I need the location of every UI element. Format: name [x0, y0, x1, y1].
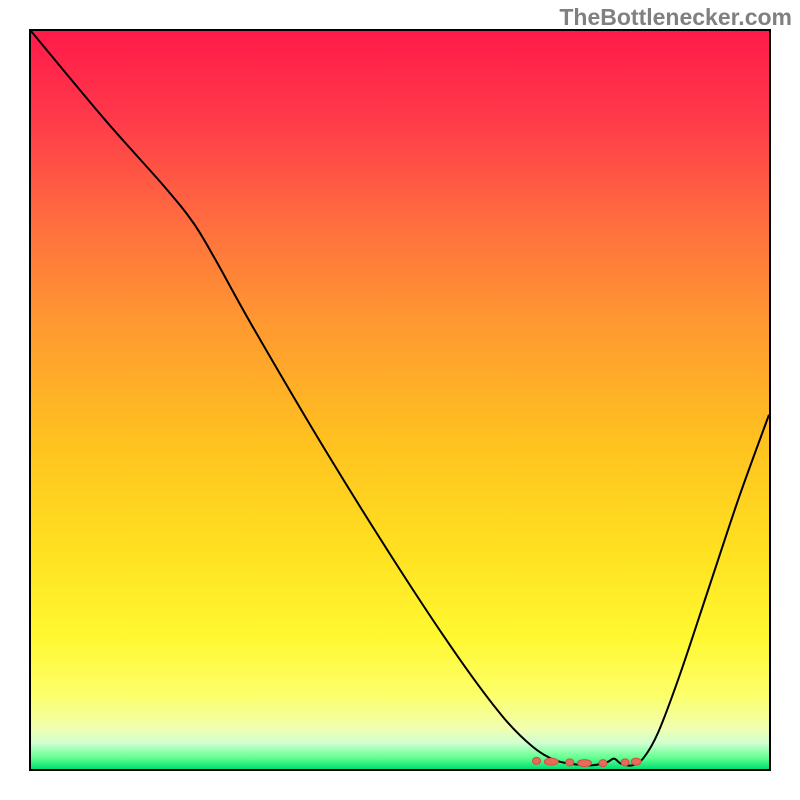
optimal-marker	[631, 758, 641, 765]
chart-container	[29, 29, 771, 771]
optimal-marker	[533, 757, 541, 764]
watermark-text: TheBottlenecker.com	[559, 4, 792, 31]
bottleneck-chart	[29, 29, 771, 771]
optimal-marker	[599, 760, 607, 767]
optimal-marker	[621, 759, 629, 766]
optimal-marker	[544, 758, 558, 765]
optimal-marker	[566, 759, 574, 766]
optimal-marker	[578, 760, 592, 767]
